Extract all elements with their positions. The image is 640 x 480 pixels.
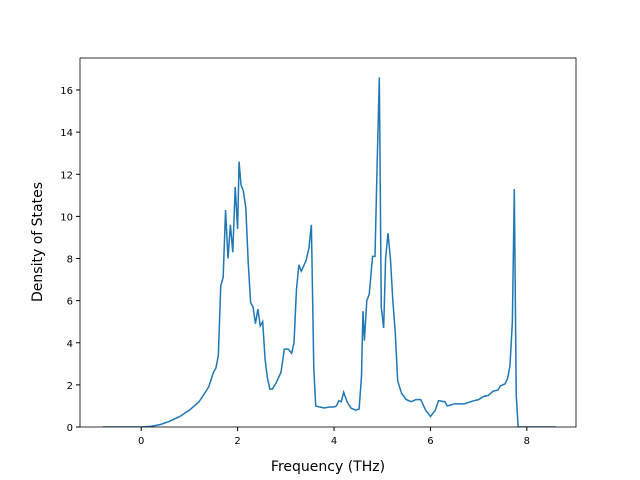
line <box>102 77 556 427</box>
y-tick-label: 6 <box>67 297 73 308</box>
y-tick-label: 2 <box>67 381 73 392</box>
x-tick-label: 4 <box>331 436 337 447</box>
x-tick-label: 6 <box>427 436 433 447</box>
y-tick-label: 4 <box>67 339 73 350</box>
x-tick-label: 0 <box>138 436 144 447</box>
plot-frame <box>79 57 577 428</box>
y-tick-label: 14 <box>60 128 73 139</box>
y-tick-label: 12 <box>60 170 73 181</box>
y-tick-label: 0 <box>67 423 73 434</box>
y-tick-label: 10 <box>60 212 73 223</box>
y-tick-label: 8 <box>67 255 73 266</box>
y-tick-label: 16 <box>60 86 73 97</box>
x-tick-label: 8 <box>524 436 530 447</box>
x-axis-label: Frequency (THz) <box>271 459 385 475</box>
y-axis-label: Density of States <box>30 182 46 302</box>
x-tick-label: 2 <box>234 436 240 447</box>
